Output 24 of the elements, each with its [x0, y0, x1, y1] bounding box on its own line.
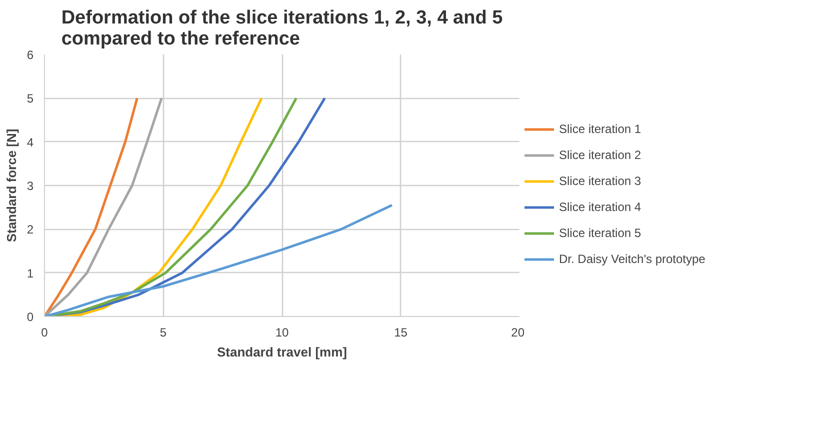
y-axis-title: Standard force [N]: [4, 128, 19, 242]
y-tick-label: 4: [26, 135, 34, 150]
y-tick-label: 5: [26, 92, 34, 106]
line-series: [44, 96, 138, 316]
x-tick-label: 15: [394, 326, 408, 340]
chart-title: Deformation of the slice iterations 1, 2, 3, 4 and 5 compared to the reference: [61, 8, 504, 50]
x-tick-label: 10: [275, 326, 289, 340]
x-tick-label: 5: [160, 326, 167, 340]
y-tick-label: 1: [26, 266, 34, 280]
legend-label: Slice iteration 1: [559, 122, 642, 136]
y-tick-label: 0: [26, 310, 34, 324]
x-tick-label: 20: [511, 326, 525, 340]
legend-label: Dr. Daisy Veitch's prototype: [559, 252, 706, 266]
y-tick-label: 6: [26, 48, 34, 62]
x-axis-title: Standard travel [mm]: [216, 344, 348, 360]
y-tick-label: 3: [26, 179, 34, 193]
line-series: [44, 204, 394, 316]
legend-label: Slice iteration 2: [559, 148, 642, 162]
legend-label: Slice iteration 3: [559, 174, 642, 188]
line-series: [44, 96, 163, 316]
x-tick-label: 0: [41, 326, 48, 340]
legend-label: Slice iteration 5: [559, 226, 642, 240]
y-tick-label: 2: [26, 222, 34, 237]
legend-label: Slice iteration 4: [559, 200, 642, 214]
